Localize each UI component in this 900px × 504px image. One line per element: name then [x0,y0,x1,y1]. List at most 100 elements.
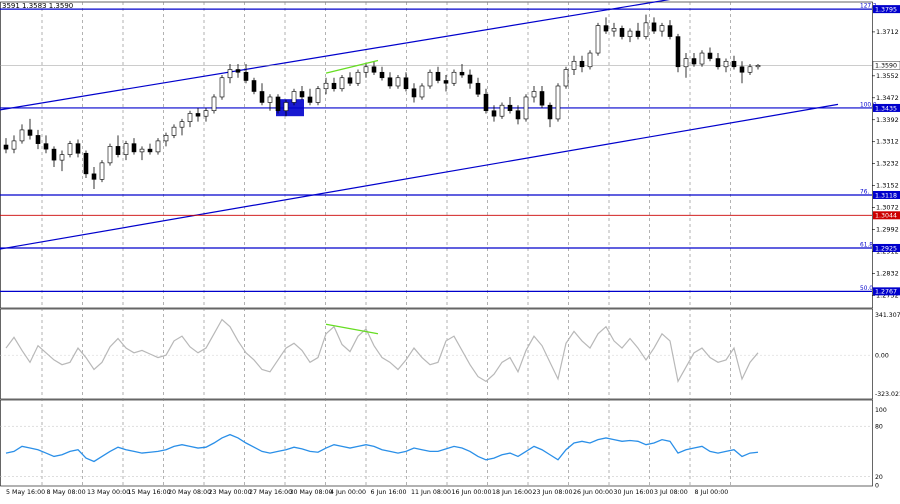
candle-body [523,96,529,120]
price-divergence-line [325,59,379,74]
candle-body [115,146,121,155]
candle-body [91,173,97,180]
y-tick-label: 1.3392 [876,116,899,124]
candle-body [251,80,257,92]
candle-body [3,144,9,150]
candle-body [323,82,329,90]
candle-body [331,82,337,90]
candle-body [211,96,217,111]
candle-body [363,66,369,73]
candle-body [571,60,577,70]
candle-body [243,71,249,81]
rsi-y-label: 80 [875,424,883,431]
x-tick-label: 23 Jun 08:00 [533,489,573,496]
level-price-box [873,211,900,220]
candle-body [275,96,281,111]
level-price-label: 1.2767 [875,289,897,296]
candle-body [131,143,137,153]
candle-body [123,143,129,155]
candle-body [491,110,497,117]
level-price-label: 1.3435 [875,105,897,112]
candle-body [667,25,673,37]
x-tick-label: 8 May 08:00 [47,489,86,496]
price-panel-frame [0,1,873,309]
candle-body [675,36,681,68]
candle-body [739,66,745,73]
cci-series-line [5,318,759,384]
candle-body [187,113,193,122]
candle-body [411,88,417,98]
x-tick-label: 30 May 08:00 [290,489,333,496]
current-price-label: 1.3590 [875,63,897,70]
level-price-label: 1.3795 [875,6,897,13]
candle-body [43,143,49,150]
x-tick-label: 13 May 00:00 [87,489,130,496]
x-tick-label: 3 Jul 08:00 [654,489,688,496]
candle-body [147,148,153,153]
level-price-box [873,5,900,14]
marker-box [276,99,304,117]
level-fib-label: 76. [860,189,869,195]
candle-body [179,121,185,128]
y-tick-label: 1.3312 [876,138,899,146]
x-tick-label: 20 May 08:00 [168,489,211,496]
level-price-label: 1.3044 [875,213,897,220]
candle-body [235,69,241,73]
level-fib-label: 100.0 [860,102,877,108]
candle-body [483,93,489,111]
candle-body [579,60,585,68]
candle-body [723,60,729,68]
candle-body [59,154,65,161]
candle-body [27,129,33,136]
cci-divergence-line [325,323,379,335]
level-price-box [873,103,900,112]
candle-body [715,58,721,68]
ohlc-header: 3591 1.3583 1.3590 [2,2,74,10]
candle-body [555,85,561,120]
cci-y-label: -323.021 [875,391,900,398]
cci-panel-frame [0,308,873,400]
candle-body [443,80,449,84]
candle-body [203,110,209,117]
candle-body [395,77,401,87]
x-tick-label: 26 Jun 00:00 [573,489,613,496]
candle-body [283,102,289,112]
candle-body [51,148,57,161]
candle-body [563,69,569,87]
candle-body [299,91,305,98]
candle-body [699,52,705,65]
candle-body [75,143,81,154]
candle-body [11,140,17,150]
candle-body [171,126,177,136]
candle-body [371,66,377,73]
candle-body [547,104,553,120]
candle-body [507,104,513,112]
candle-body [603,25,609,32]
candle-body [163,135,169,142]
rsi-y-label: 0 [875,483,879,490]
candle-body [379,71,385,79]
rsi-y-label: 100 [875,407,887,414]
candle-body [347,77,353,84]
candle-body [731,60,737,68]
y-tick-label: 1.2992 [876,226,899,234]
y-tick-label: 1.3152 [876,182,899,190]
candle-body [315,88,321,103]
y-tick-label: 1.2752 [876,291,899,299]
candle-body [635,30,641,37]
rsi-y-label: 20 [875,474,883,481]
candle-body [659,25,665,32]
level-price-label: 1.3118 [875,192,897,199]
y-tick-label: 1.2832 [876,270,899,278]
candle-body [747,66,753,73]
channel-lower-line [0,103,839,250]
candle-body [155,140,161,153]
candle-body [691,58,697,65]
candle-body [587,52,593,68]
candle-body [427,71,433,87]
level-price-box [873,287,900,296]
current-price-box [872,61,900,70]
x-tick-label: 4 Jun 00:00 [330,489,366,496]
